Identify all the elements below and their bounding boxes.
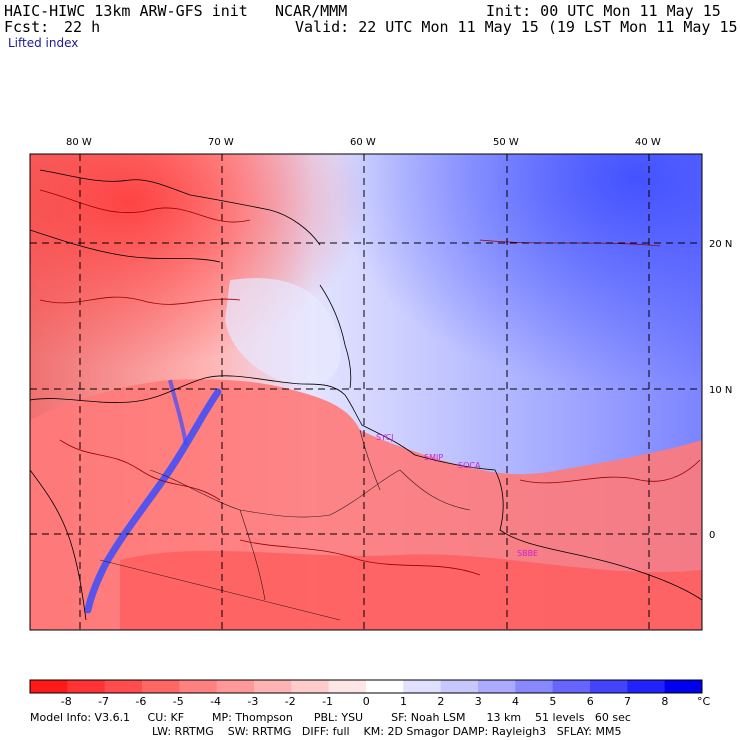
colorbar-label: -7 <box>98 695 110 708</box>
lat-lon-grid <box>30 154 702 630</box>
colorbar-swatch <box>104 680 143 693</box>
fcst-label: Fcst: <box>4 18 50 36</box>
colorbar-unit: °C <box>697 695 711 708</box>
init-time: Init: 00 UTC Mon 11 May 15 <box>486 2 721 20</box>
coastlines <box>30 169 702 621</box>
colorbar <box>29 679 703 694</box>
colorbar-label: 6 <box>586 695 594 708</box>
colorbar-swatch <box>30 680 68 693</box>
colorbar-label: -8 <box>60 695 72 708</box>
colorbar-label: 8 <box>661 695 669 708</box>
colorbar-swatch <box>216 680 255 693</box>
colorbar-swatch <box>552 680 591 693</box>
colorbar-swatch <box>440 680 479 693</box>
colorbar-label: 4 <box>512 695 520 708</box>
andes-stable-streak <box>84 388 222 614</box>
model-info-line2: LW: RRTMG SW: RRTMG DIFF: full KM: 2D Sm… <box>152 725 622 738</box>
colorbar-label: 1 <box>400 695 408 708</box>
colorbar-label: -4 <box>210 695 222 708</box>
valid-time: Valid: 22 UTC Mon 11 May 15 (19 LST Mon … <box>295 18 740 36</box>
colorbar-swatch <box>328 680 367 693</box>
colorbar-swatch <box>627 680 666 693</box>
station-label-2: SMJP <box>424 453 443 462</box>
colorbar-swatch <box>142 680 180 693</box>
station-label-3: SOCA <box>458 461 481 470</box>
map-frame <box>29 153 703 631</box>
colorbar-frame <box>29 679 703 694</box>
model-info-line1: Model Info: V3.6.1 CU: KF MP: Thompson P… <box>30 711 631 724</box>
lon-label-50w: 50 W <box>493 137 519 148</box>
colorbar-swatch <box>179 680 218 693</box>
center-name: NCAR/MMM <box>275 2 348 20</box>
model-title: HAIC-HIWC 13km ARW-GFS init <box>4 2 248 20</box>
colorbar-swatch <box>254 680 292 693</box>
colorbar-label: -6 <box>135 695 147 708</box>
colorbar-label: -3 <box>247 695 259 708</box>
lat-label-10n: 10 N <box>709 385 732 396</box>
colorbar-label: 3 <box>474 695 482 708</box>
colorbar-swatch <box>478 680 516 693</box>
lon-label-40w: 40 W <box>635 137 661 148</box>
colorbar-label: 7 <box>624 695 632 708</box>
station-label-1: SYCJ <box>376 433 393 442</box>
station-label-4: SBBE <box>517 549 538 558</box>
colorbar-label: 5 <box>549 695 557 708</box>
colorbar-swatch <box>664 680 703 693</box>
lon-label-80w: 80 W <box>66 137 92 148</box>
colorbar-label: -5 <box>172 695 184 708</box>
borders <box>99 429 471 621</box>
colorbar-swatch <box>67 680 106 693</box>
colorbar-label: 2 <box>437 695 445 708</box>
lat-label-0: 0 <box>709 530 715 541</box>
colorbar-swatch <box>291 680 330 693</box>
lon-label-60w: 60 W <box>350 137 376 148</box>
fcst-value: 22 h <box>64 18 101 36</box>
colorbar-swatch <box>515 680 554 693</box>
lat-label-20n: 20 N <box>709 239 732 250</box>
colorbar-label: -2 <box>284 695 296 708</box>
colorbar-label: 0 <box>362 695 370 708</box>
colorbar-label: -1 <box>322 695 334 708</box>
colorbar-swatch <box>366 680 404 693</box>
field-name: Lifted index <box>8 36 79 50</box>
contours <box>39 189 701 576</box>
colorbar-swatch <box>590 680 628 693</box>
colorbar-swatch <box>403 680 442 693</box>
lon-label-70w: 70 W <box>208 137 234 148</box>
